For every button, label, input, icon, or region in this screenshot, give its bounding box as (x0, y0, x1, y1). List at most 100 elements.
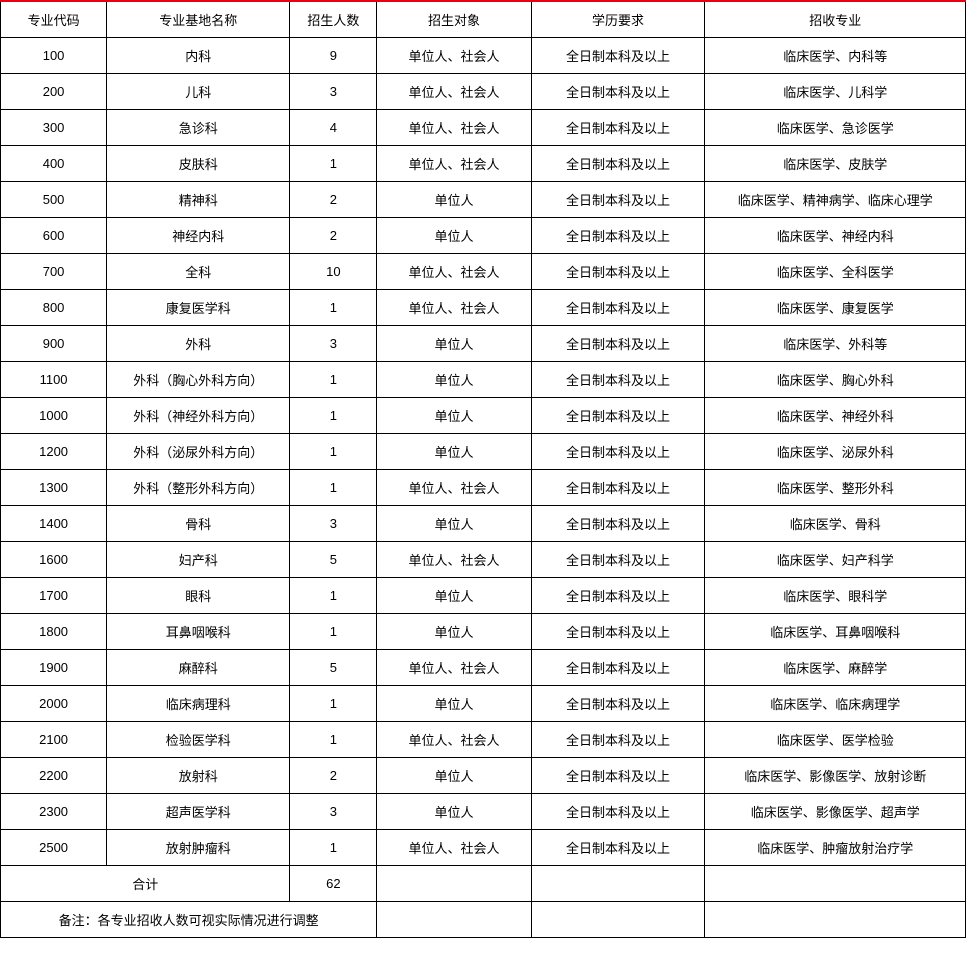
table-cell: 单位人、社会人 (377, 110, 531, 146)
table-cell: 全日制本科及以上 (531, 830, 705, 866)
note-empty-3 (705, 902, 966, 938)
table-cell: 2300 (1, 794, 107, 830)
table-cell: 临床医学、影像医学、放射诊断 (705, 758, 966, 794)
table-cell: 500 (1, 182, 107, 218)
table-cell: 临床医学、胸心外科 (705, 362, 966, 398)
table-cell: 2100 (1, 722, 107, 758)
table-cell: 临床医学、全科医学 (705, 254, 966, 290)
table-cell: 全日制本科及以上 (531, 506, 705, 542)
table-row: 2300超声医学科3单位人全日制本科及以上临床医学、影像医学、超声学 (1, 794, 966, 830)
table-cell: 急诊科 (107, 110, 290, 146)
table-cell: 1 (290, 434, 377, 470)
table-cell: 单位人、社会人 (377, 38, 531, 74)
table-cell: 外科 (107, 326, 290, 362)
table-cell: 临床医学、骨科 (705, 506, 966, 542)
col-header-major: 招收专业 (705, 1, 966, 38)
table-cell: 临床医学、皮肤学 (705, 146, 966, 182)
table-cell: 1 (290, 578, 377, 614)
table-foot: 合计 62 备注：各专业招收人数可视实际情况进行调整 (1, 866, 966, 938)
table-cell: 麻醉科 (107, 650, 290, 686)
table-cell: 临床医学、妇产科学 (705, 542, 966, 578)
table-cell: 单位人 (377, 362, 531, 398)
table-cell: 1900 (1, 650, 107, 686)
table-cell: 临床医学、整形外科 (705, 470, 966, 506)
table-cell: 全日制本科及以上 (531, 794, 705, 830)
table-cell: 1400 (1, 506, 107, 542)
table-cell: 全日制本科及以上 (531, 218, 705, 254)
table-cell: 1800 (1, 614, 107, 650)
table-cell: 单位人、社会人 (377, 722, 531, 758)
table-row: 1100外科（胸心外科方向）1单位人全日制本科及以上临床医学、胸心外科 (1, 362, 966, 398)
table-row: 800康复医学科1单位人、社会人全日制本科及以上临床医学、康复医学 (1, 290, 966, 326)
table-row: 200儿科3单位人、社会人全日制本科及以上临床医学、儿科学 (1, 74, 966, 110)
table-row: 1600妇产科5单位人、社会人全日制本科及以上临床医学、妇产科学 (1, 542, 966, 578)
table-row: 1300外科（整形外科方向）1单位人、社会人全日制本科及以上临床医学、整形外科 (1, 470, 966, 506)
col-header-count: 招生人数 (290, 1, 377, 38)
table-cell: 外科（胸心外科方向） (107, 362, 290, 398)
table-cell: 耳鼻咽喉科 (107, 614, 290, 650)
table-cell: 临床医学、内科等 (705, 38, 966, 74)
table-cell: 300 (1, 110, 107, 146)
table-cell: 2 (290, 182, 377, 218)
col-header-target: 招生对象 (377, 1, 531, 38)
table-cell: 1700 (1, 578, 107, 614)
table-cell: 单位人 (377, 794, 531, 830)
table-cell: 单位人 (377, 434, 531, 470)
table-cell: 1600 (1, 542, 107, 578)
table-cell: 内科 (107, 38, 290, 74)
table-cell: 全日制本科及以上 (531, 254, 705, 290)
table-row: 300急诊科4单位人、社会人全日制本科及以上临床医学、急诊医学 (1, 110, 966, 146)
table-cell: 2500 (1, 830, 107, 866)
total-empty-2 (531, 866, 705, 902)
table-cell: 单位人 (377, 758, 531, 794)
table-cell: 1 (290, 146, 377, 182)
table-cell: 临床医学、医学检验 (705, 722, 966, 758)
table-cell: 1 (290, 686, 377, 722)
table-row: 1400骨科3单位人全日制本科及以上临床医学、骨科 (1, 506, 966, 542)
table-cell: 临床病理科 (107, 686, 290, 722)
col-header-base: 专业基地名称 (107, 1, 290, 38)
total-row: 合计 62 (1, 866, 966, 902)
table-cell: 临床医学、神经内科 (705, 218, 966, 254)
table-row: 400皮肤科1单位人、社会人全日制本科及以上临床医学、皮肤学 (1, 146, 966, 182)
table-cell: 3 (290, 74, 377, 110)
table-row: 2000临床病理科1单位人全日制本科及以上临床医学、临床病理学 (1, 686, 966, 722)
table-row: 1700眼科1单位人全日制本科及以上临床医学、眼科学 (1, 578, 966, 614)
table-cell: 3 (290, 326, 377, 362)
table-cell: 700 (1, 254, 107, 290)
header-row: 专业代码 专业基地名称 招生人数 招生对象 学历要求 招收专业 (1, 1, 966, 38)
table-cell: 全日制本科及以上 (531, 650, 705, 686)
table-cell: 1 (290, 470, 377, 506)
table-cell: 1200 (1, 434, 107, 470)
table-cell: 单位人 (377, 398, 531, 434)
table-cell: 临床医学、外科等 (705, 326, 966, 362)
note-empty-2 (531, 902, 705, 938)
table-cell: 单位人 (377, 218, 531, 254)
table-cell: 单位人 (377, 506, 531, 542)
table-cell: 400 (1, 146, 107, 182)
table-cell: 3 (290, 794, 377, 830)
table-cell: 临床医学、麻醉学 (705, 650, 966, 686)
table-cell: 全日制本科及以上 (531, 578, 705, 614)
table-cell: 检验医学科 (107, 722, 290, 758)
table-head: 专业代码 专业基地名称 招生人数 招生对象 学历要求 招收专业 (1, 1, 966, 38)
table-row: 500精神科2单位人全日制本科及以上临床医学、精神病学、临床心理学 (1, 182, 966, 218)
table-cell: 单位人、社会人 (377, 650, 531, 686)
table-row: 2500放射肿瘤科1单位人、社会人全日制本科及以上临床医学、肿瘤放射治疗学 (1, 830, 966, 866)
table-cell: 900 (1, 326, 107, 362)
table-cell: 临床医学、眼科学 (705, 578, 966, 614)
total-empty-3 (705, 866, 966, 902)
table-cell: 临床医学、影像医学、超声学 (705, 794, 966, 830)
table-cell: 外科（整形外科方向） (107, 470, 290, 506)
table-cell: 全日制本科及以上 (531, 38, 705, 74)
table-cell: 单位人 (377, 578, 531, 614)
table-cell: 康复医学科 (107, 290, 290, 326)
table-cell: 外科（神经外科方向） (107, 398, 290, 434)
table-cell: 眼科 (107, 578, 290, 614)
table-cell: 全日制本科及以上 (531, 74, 705, 110)
table-row: 2200放射科2单位人全日制本科及以上临床医学、影像医学、放射诊断 (1, 758, 966, 794)
table-cell: 全日制本科及以上 (531, 722, 705, 758)
table-cell: 9 (290, 38, 377, 74)
table-cell: 外科（泌尿外科方向） (107, 434, 290, 470)
table-cell: 全日制本科及以上 (531, 182, 705, 218)
